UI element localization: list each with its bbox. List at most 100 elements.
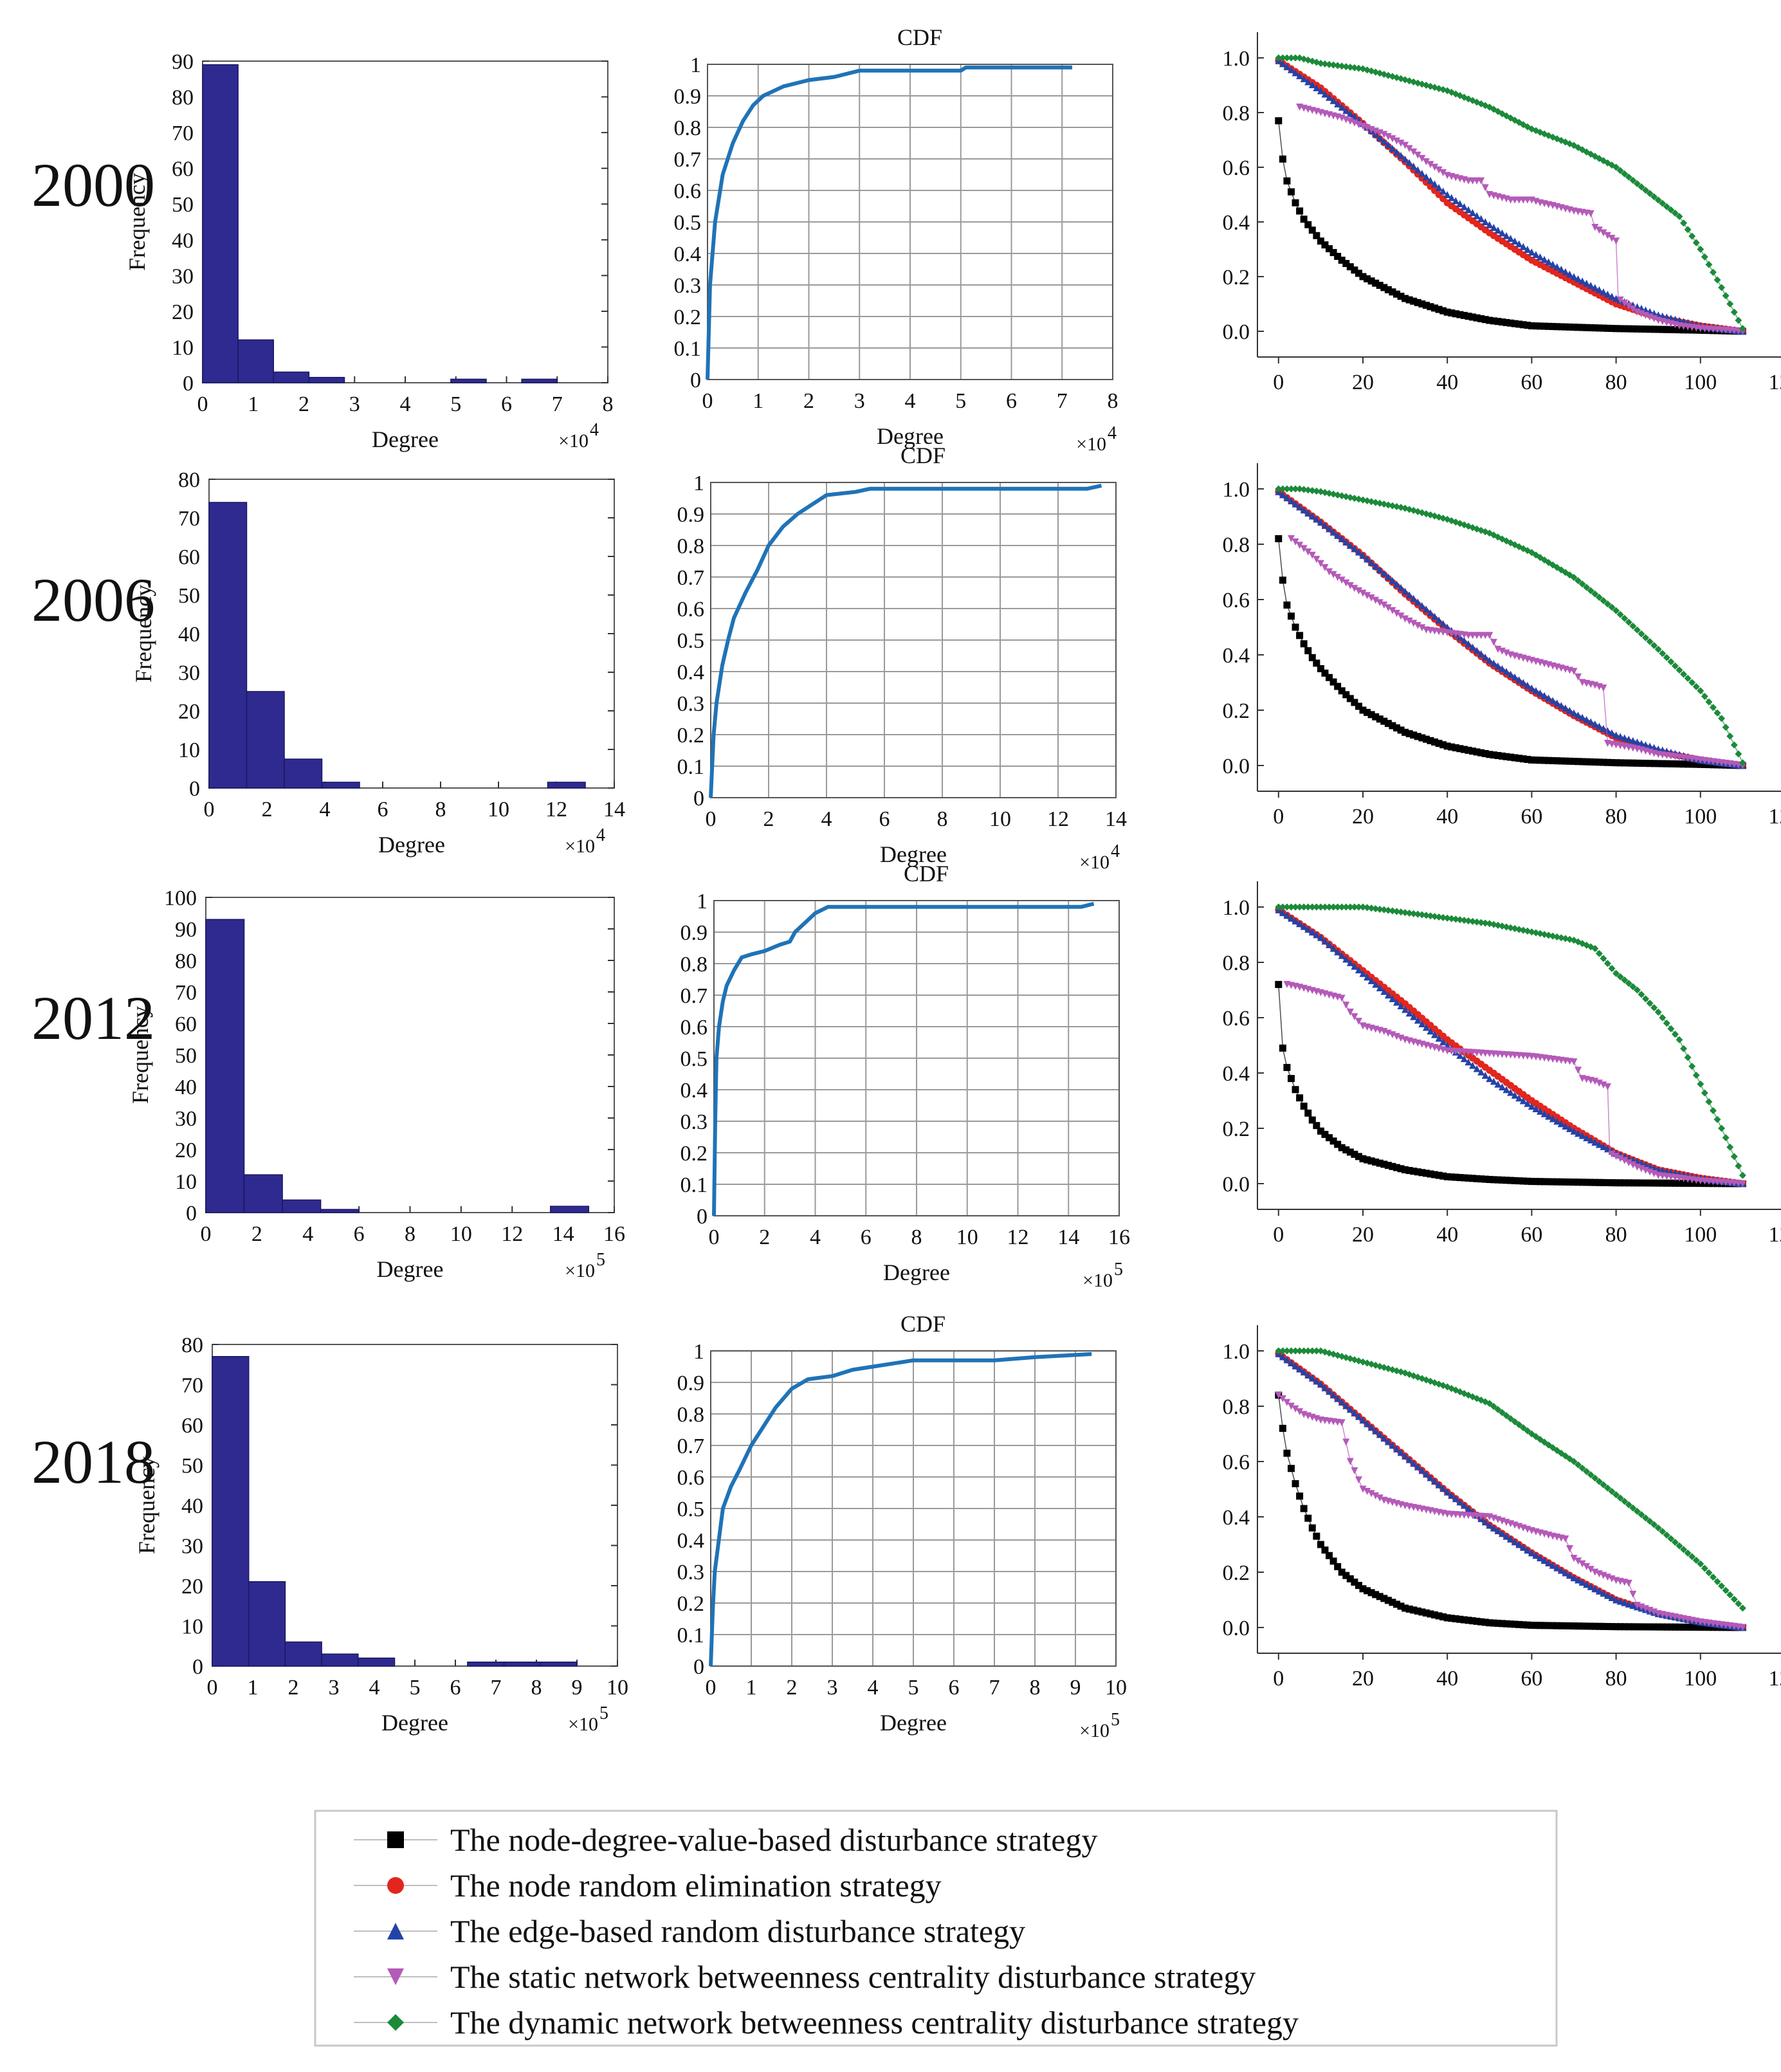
series-dynamic-betweenness bbox=[1275, 903, 1746, 1179]
square-marker bbox=[1418, 300, 1426, 307]
square-marker bbox=[1402, 1604, 1409, 1612]
square-marker bbox=[1680, 1623, 1688, 1631]
triangle-up-marker bbox=[1393, 998, 1400, 1006]
y-tick-label: 0.6 bbox=[1223, 1451, 1250, 1474]
triangle-up-marker bbox=[1296, 920, 1304, 928]
square-marker bbox=[1422, 1169, 1430, 1177]
triangle-up-marker bbox=[1439, 187, 1447, 195]
y-tick-label: 0.7 bbox=[680, 984, 708, 1008]
diamond-marker bbox=[1701, 253, 1708, 261]
triangle-up-marker bbox=[1397, 1002, 1405, 1010]
diamond-marker bbox=[1654, 196, 1662, 204]
series-static-betweenness bbox=[1296, 104, 1746, 335]
x-scale-exponent: 4 bbox=[596, 825, 605, 845]
x-tick-label: 0 bbox=[197, 392, 208, 416]
square-marker bbox=[1667, 325, 1675, 333]
square-marker bbox=[1528, 756, 1535, 764]
diamond-marker bbox=[1650, 193, 1658, 201]
square-marker bbox=[1389, 1162, 1396, 1170]
y-tick-label: 70 bbox=[172, 122, 194, 145]
square-marker bbox=[1448, 1173, 1456, 1181]
diamond-marker bbox=[1642, 1514, 1650, 1522]
x-tick-label: 12 bbox=[1007, 1225, 1029, 1249]
square-marker bbox=[1351, 266, 1358, 274]
triangle-up-marker bbox=[1481, 1071, 1489, 1079]
square-marker bbox=[1676, 1623, 1683, 1631]
diamond-marker bbox=[1705, 698, 1713, 706]
diamond-marker bbox=[1456, 916, 1464, 924]
square-marker bbox=[1384, 720, 1392, 728]
diamond-marker bbox=[1688, 679, 1696, 686]
histogram-bar bbox=[320, 1209, 360, 1213]
triangle-down-marker bbox=[1570, 1555, 1578, 1562]
square-marker bbox=[1477, 1175, 1485, 1183]
square-marker bbox=[1600, 1178, 1607, 1186]
triangle-up-marker bbox=[1359, 969, 1367, 977]
square-marker bbox=[1629, 759, 1637, 767]
square-marker bbox=[1545, 756, 1553, 764]
triangle-up-marker bbox=[1300, 75, 1308, 82]
square-marker bbox=[1663, 1623, 1670, 1631]
triangle-up-marker bbox=[1418, 1467, 1426, 1474]
square-marker bbox=[1498, 1176, 1506, 1184]
diamond-marker bbox=[1603, 159, 1611, 167]
x-tick-label: 4 bbox=[905, 389, 916, 413]
square-marker bbox=[1448, 1615, 1456, 1622]
square-marker bbox=[1481, 1618, 1489, 1626]
triangle-down-marker bbox=[1367, 594, 1375, 602]
diamond-marker bbox=[1313, 59, 1320, 66]
diamond-marker bbox=[1629, 176, 1637, 184]
x-tick-label: 6 bbox=[949, 1676, 960, 1700]
diamond-marker bbox=[1659, 1014, 1667, 1022]
diamond-marker bbox=[1393, 908, 1400, 915]
square-marker bbox=[1587, 1622, 1594, 1630]
triangle-up-marker bbox=[1540, 255, 1548, 263]
triangle-up-marker bbox=[1414, 1463, 1421, 1471]
x-axis-label: Degree bbox=[372, 426, 439, 452]
square-marker bbox=[1515, 320, 1523, 328]
triangle-down-marker bbox=[1393, 137, 1400, 145]
triangle-up-marker bbox=[1384, 1438, 1392, 1445]
diamond-marker bbox=[1414, 910, 1421, 918]
square-marker bbox=[1507, 319, 1515, 327]
triangle-up-marker bbox=[1283, 63, 1291, 71]
triangle-down-marker bbox=[1575, 673, 1582, 681]
square-marker bbox=[1625, 759, 1632, 767]
triangle-up-marker bbox=[1439, 1038, 1447, 1045]
x-tick-label: 10 bbox=[1105, 1676, 1127, 1700]
square-marker bbox=[1275, 980, 1283, 988]
triangle-up-marker bbox=[1279, 60, 1286, 68]
triangle-down-marker bbox=[1402, 142, 1409, 149]
diamond-marker bbox=[1326, 60, 1333, 68]
y-tick-label: 0.4 bbox=[1223, 1506, 1250, 1530]
y-tick-label: 50 bbox=[172, 193, 194, 217]
triangle-down-marker bbox=[1595, 1079, 1603, 1087]
square-marker bbox=[1275, 117, 1283, 125]
x-scale-multiplier: ×10 bbox=[565, 1260, 595, 1281]
triangle-down-marker bbox=[1575, 1557, 1582, 1565]
square-marker bbox=[1587, 324, 1594, 331]
x-axis-label: Degree bbox=[880, 1710, 947, 1736]
diamond-marker bbox=[1697, 1080, 1704, 1088]
diamond-marker bbox=[1372, 905, 1380, 913]
x-tick-label: 80 bbox=[1605, 805, 1627, 829]
square-marker bbox=[1633, 1623, 1641, 1631]
triangle-down-marker bbox=[1342, 1438, 1350, 1446]
diamond-marker bbox=[1612, 607, 1620, 614]
triangle-up-marker bbox=[1575, 1576, 1582, 1584]
y-tick-label: 0.7 bbox=[677, 1435, 705, 1458]
triangle-up-marker bbox=[1477, 215, 1485, 223]
triangle-up-marker bbox=[1583, 1581, 1591, 1588]
square-marker bbox=[1351, 1578, 1358, 1586]
triangle-down-marker bbox=[1321, 564, 1329, 572]
y-tick-label: 1 bbox=[697, 890, 708, 913]
diamond-marker bbox=[1709, 704, 1717, 711]
square-marker bbox=[1680, 1179, 1688, 1187]
triangle-up-marker bbox=[1595, 722, 1603, 730]
triangle-down-marker bbox=[1600, 1081, 1607, 1089]
y-tick-label: 40 bbox=[181, 1494, 203, 1518]
diamond-marker bbox=[1676, 666, 1683, 674]
diamond-marker bbox=[1460, 917, 1468, 924]
triangle-up-marker bbox=[1367, 976, 1375, 984]
square-marker bbox=[1638, 759, 1645, 767]
